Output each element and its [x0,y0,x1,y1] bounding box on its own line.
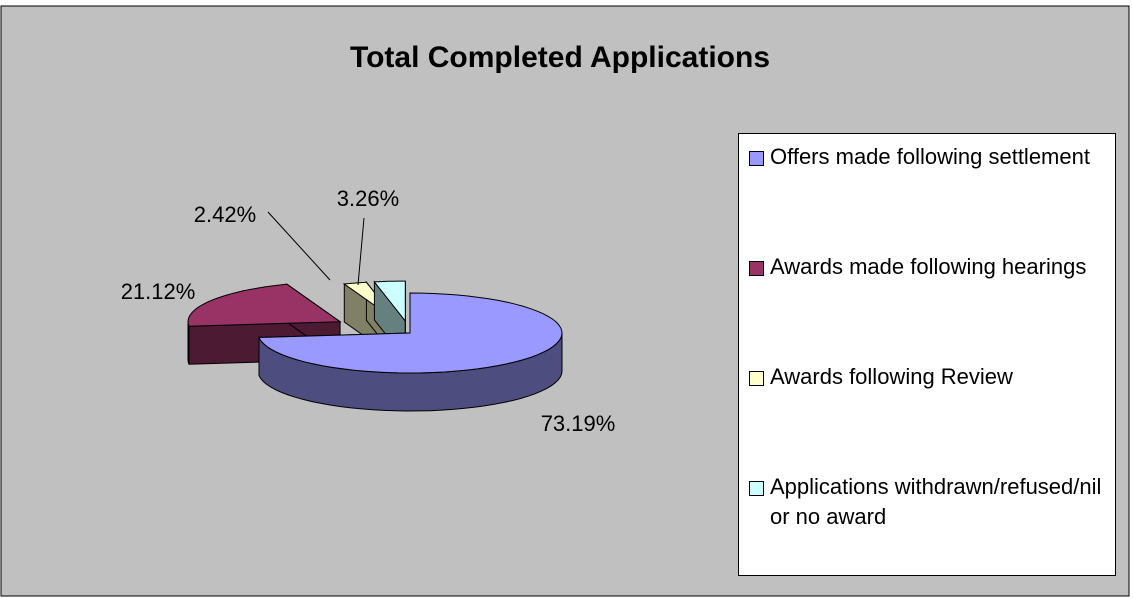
legend-swatch [749,481,764,496]
legend-swatch [749,151,764,166]
leader-line [357,217,365,286]
leader-line [267,211,331,281]
legend-swatch [749,261,764,276]
pie-slice [373,280,406,323]
legend-label: Applications withdrawn/refused/nil or no… [770,474,1102,529]
data-label: 21.12% [121,279,196,304]
data-label: 73.19% [541,411,616,436]
legend-swatch [749,371,764,386]
legend-item: Awards following Review [745,362,1109,472]
data-label: 2.42% [194,202,256,227]
pie-slice-side [187,321,190,365]
legend-item: Applications withdrawn/refused/nil or no… [745,472,1109,582]
legend: Offers made following settlement Awards m… [738,133,1116,576]
chart-title: Total Completed Applications [350,41,770,74]
pie-slice [187,283,342,327]
legend-item: Offers made following settlement [745,142,1109,252]
legend-label: Awards made following hearings [770,254,1087,279]
pie-slice [258,292,563,374]
legend-label: Offers made following settlement [770,144,1090,169]
legend-item: Awards made following hearings [745,252,1109,362]
legend-label: Awards following Review [770,364,1013,389]
data-label: 3.26% [337,186,399,211]
